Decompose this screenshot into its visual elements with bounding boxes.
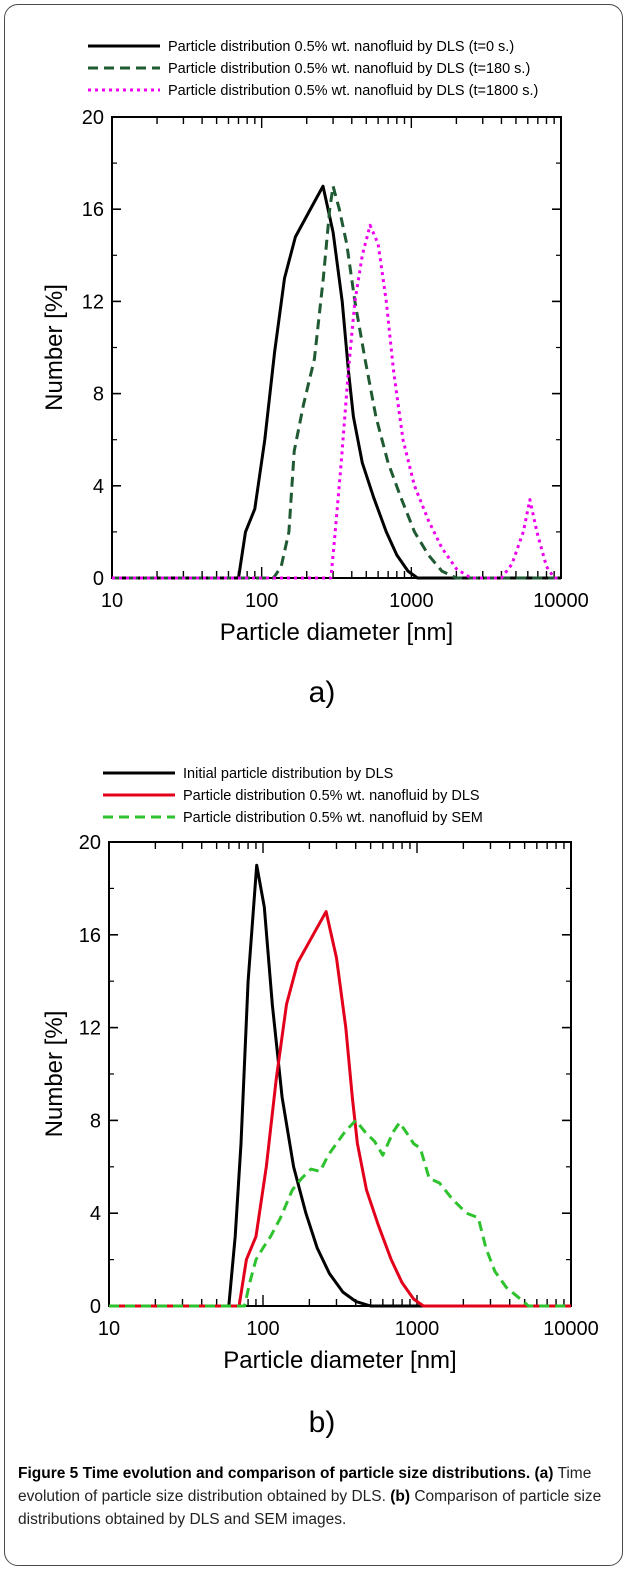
series-line xyxy=(112,184,561,580)
x-axis-label: Particle diameter [nm] xyxy=(223,1347,456,1374)
caption-text-b: Comparison of particle size distribution… xyxy=(18,1488,602,1528)
legend-label: Particle distribution 0.5% wt. nanofluid… xyxy=(183,810,483,826)
y-tick-label: 16 xyxy=(82,199,104,221)
x-tick-label: 10 xyxy=(101,590,123,612)
y-tick-label: 4 xyxy=(93,476,104,498)
y-tick-label: 0 xyxy=(90,1296,101,1318)
chart-panel-a: Particle distribution 0.5% wt. nanofluid… xyxy=(41,39,589,709)
legend-label: Particle distribution 0.5% wt. nanofluid… xyxy=(168,39,514,55)
x-tick-label: 10000 xyxy=(533,590,589,612)
series-line xyxy=(112,184,561,580)
y-tick-label: 8 xyxy=(90,1110,101,1132)
caption-ref-a: (a) xyxy=(534,1465,554,1482)
x-tick-label: 10 xyxy=(98,1318,120,1340)
legend-label: Particle distribution 0.5% wt. nanofluid… xyxy=(183,788,480,804)
figure-frame xyxy=(4,4,623,1566)
x-tick-label: 10000 xyxy=(543,1318,599,1340)
y-axis-label: Number [%] xyxy=(41,1011,68,1138)
caption-title: Figure 5 Time evolution and comparison o… xyxy=(18,1465,531,1482)
panel-label: b) xyxy=(309,1406,336,1439)
y-tick-label: 20 xyxy=(82,107,104,129)
y-tick-label: 12 xyxy=(79,1018,101,1040)
x-tick-label: 1000 xyxy=(389,590,434,612)
series-line xyxy=(109,1118,571,1308)
legend-label: Particle distribution 0.5% wt. nanofluid… xyxy=(168,61,530,77)
legend-label: Particle distribution 0.5% wt. nanofluid… xyxy=(168,83,538,99)
legend-label: Initial particle distribution by DLS xyxy=(183,766,393,782)
x-tick-label: 100 xyxy=(245,590,278,612)
figure-caption: Figure 5 Time evolution and comparison o… xyxy=(18,1462,618,1531)
x-tick-label: 1000 xyxy=(395,1318,440,1340)
figure-canvas: Particle distribution 0.5% wt. nanofluid… xyxy=(41,39,599,1439)
y-axis-label: Number [%] xyxy=(41,284,68,411)
panel-label: a) xyxy=(309,676,336,709)
series-line xyxy=(112,223,561,580)
series-line xyxy=(109,910,571,1308)
y-tick-label: 0 xyxy=(93,568,104,590)
caption-ref-b: (b) xyxy=(390,1488,411,1505)
plot-frame xyxy=(108,841,572,1307)
y-tick-label: 8 xyxy=(93,384,104,406)
x-axis-label: Particle diameter [nm] xyxy=(220,619,453,646)
x-tick-label: 100 xyxy=(246,1318,279,1340)
caption-text-a: Time evolution of particle size distribu… xyxy=(18,1465,592,1505)
y-tick-label: 12 xyxy=(82,291,104,313)
chart-panel-b: Initial particle distribution by DLS Part… xyxy=(41,766,599,1439)
y-tick-label: 16 xyxy=(79,925,101,947)
y-tick-label: 4 xyxy=(90,1203,101,1225)
y-tick-label: 20 xyxy=(79,832,101,854)
series-line xyxy=(109,863,571,1308)
